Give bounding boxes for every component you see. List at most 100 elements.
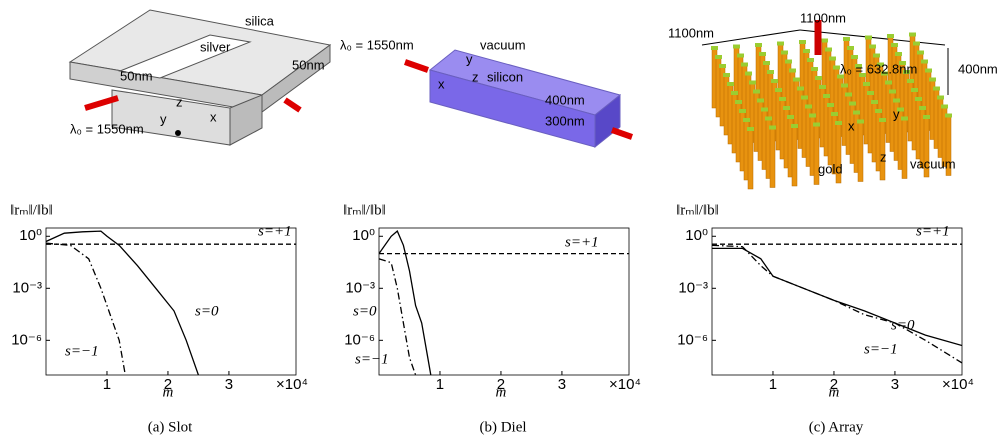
pillar-top <box>783 106 790 110</box>
illustration-label: y <box>893 106 900 121</box>
pillar <box>901 118 908 179</box>
y-tick-label: 10⁻⁶ <box>344 331 375 348</box>
illustration-label: λ₀ = 632.8nm <box>840 61 917 76</box>
pillar-top <box>917 50 924 55</box>
pillar-top <box>913 41 920 46</box>
y-tick-label: 10⁰ <box>19 227 42 244</box>
illustration-diel <box>404 49 633 149</box>
pillar-top <box>719 64 726 68</box>
pillar-top <box>797 86 804 91</box>
caption: (a) Slot <box>148 419 193 435</box>
series-line <box>379 258 417 375</box>
series-line <box>379 230 432 375</box>
series-label: s=0 <box>353 303 377 319</box>
pillar-top <box>925 68 932 73</box>
illustration-label: 400nm <box>958 61 998 76</box>
pillar-top <box>855 64 862 68</box>
pillar-top <box>779 97 786 101</box>
illustration-label: z <box>880 149 887 164</box>
illustration-label: 1100nm <box>668 25 714 40</box>
pillar-top <box>821 38 828 43</box>
pillar-top <box>789 68 796 73</box>
illustration-label: z <box>472 69 479 84</box>
illustration-label: gold <box>818 161 843 176</box>
illustration-label: silica <box>245 13 275 28</box>
pillar-top <box>899 61 906 65</box>
pillar-top <box>749 80 756 85</box>
x-tick-label: 1 <box>769 376 777 393</box>
x-multiplier: ×10⁴ <box>276 376 308 393</box>
series-label: s=+1 <box>258 223 292 239</box>
pillar-top <box>755 43 762 47</box>
pillar-top <box>863 82 870 86</box>
pillar-top <box>867 91 874 95</box>
pillar-top <box>809 113 816 118</box>
pillar-top <box>923 115 930 119</box>
pillar-top <box>873 53 880 58</box>
pillar-top <box>741 62 748 67</box>
pillar <box>857 121 864 182</box>
pillar-top <box>775 88 782 92</box>
pillar-top <box>933 86 940 91</box>
illustration-label: x <box>438 76 445 91</box>
pillar-top <box>831 112 838 116</box>
pillar-top <box>745 71 752 76</box>
illustration-label: vacuum <box>910 156 956 171</box>
illustration-label: 50nm <box>120 68 153 83</box>
pillar-top <box>885 80 892 85</box>
pillar-top <box>847 46 854 50</box>
x-axis-title: m <box>496 384 507 400</box>
pillar-top <box>837 74 844 79</box>
y-tick-label: 10⁻³ <box>678 279 708 296</box>
pillar-top <box>805 104 812 109</box>
illustration-slot <box>68 9 332 146</box>
pillar-top <box>731 91 738 95</box>
pillar-top <box>909 32 916 37</box>
pillar-top <box>897 107 904 112</box>
pillar-top <box>911 88 918 92</box>
illustration-array <box>701 20 952 190</box>
pillar-top <box>811 67 818 71</box>
pillar-top <box>737 53 744 58</box>
pillar-top <box>833 65 840 70</box>
caption: (c) Array <box>809 419 864 435</box>
x-tick-label: 1 <box>103 376 111 393</box>
pillar-top <box>777 41 784 46</box>
pillar-top <box>781 50 788 55</box>
pillar-top <box>771 79 778 83</box>
pillar-top <box>769 125 776 130</box>
y-tick-label: 10⁻⁶ <box>677 331 708 348</box>
series-label: s=+1 <box>916 223 950 239</box>
pillar-top <box>887 34 894 38</box>
x-tick-label: 3 <box>558 376 566 393</box>
illustration-label: 50nm <box>292 57 325 72</box>
pillar-top <box>851 55 858 59</box>
pillar-top <box>743 118 750 122</box>
pillar-top <box>835 121 842 125</box>
illustration-label: silver <box>200 39 231 54</box>
x-tick-label: 3 <box>225 376 233 393</box>
plot-frame <box>378 227 630 376</box>
pillar-top <box>793 77 800 82</box>
pillar-top <box>845 92 852 97</box>
illustration-label: 400nm <box>545 92 585 107</box>
pillar-top <box>891 43 898 47</box>
x-tick-label: 1 <box>436 376 444 393</box>
pillar-top <box>761 107 768 112</box>
pillar-top <box>807 58 814 62</box>
pillar-top <box>733 44 740 49</box>
series-label: s=−1 <box>65 343 99 359</box>
pillar-top <box>849 101 856 106</box>
pillar-top <box>859 73 866 77</box>
x-axis-title: m <box>163 384 174 400</box>
pillar-top <box>879 118 886 122</box>
x-tick-label: 2 <box>164 376 172 393</box>
pillar <box>791 125 798 187</box>
pillar-top <box>735 100 742 104</box>
pillar-top <box>865 35 872 40</box>
caption: (b) Diel <box>479 419 526 435</box>
pillar-top <box>815 76 822 80</box>
pillar-top <box>869 44 876 49</box>
series-label: s=+1 <box>565 234 599 250</box>
